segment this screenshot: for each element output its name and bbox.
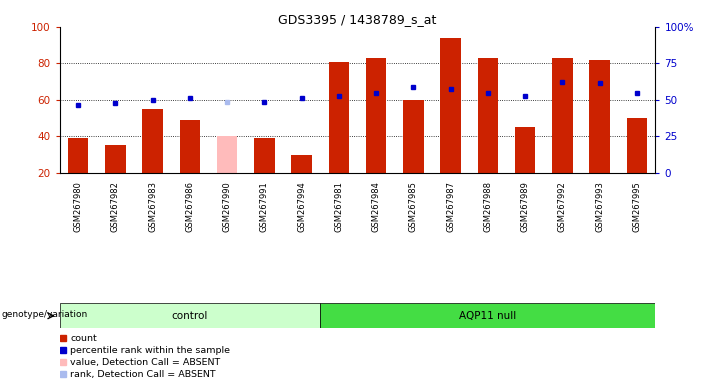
Title: GDS3395 / 1438789_s_at: GDS3395 / 1438789_s_at	[278, 13, 437, 26]
Text: rank, Detection Call = ABSENT: rank, Detection Call = ABSENT	[70, 370, 216, 379]
Text: GSM267983: GSM267983	[148, 181, 157, 232]
Text: count: count	[70, 334, 97, 343]
Bar	[105, 146, 125, 173]
Bar	[477, 58, 498, 173]
Text: genotype/variation: genotype/variation	[1, 310, 88, 319]
Text: GSM267993: GSM267993	[595, 181, 604, 232]
Bar	[440, 38, 461, 173]
Bar	[254, 138, 275, 173]
Text: GSM267981: GSM267981	[334, 181, 343, 232]
Bar	[179, 120, 200, 173]
Text: GSM267986: GSM267986	[186, 181, 194, 232]
Text: value, Detection Call = ABSENT: value, Detection Call = ABSENT	[70, 358, 220, 367]
Bar	[590, 60, 610, 173]
Text: GSM267989: GSM267989	[521, 181, 529, 232]
Text: GSM267988: GSM267988	[484, 181, 492, 232]
Text: GSM267982: GSM267982	[111, 181, 120, 232]
Bar	[515, 127, 536, 173]
Bar	[292, 154, 312, 173]
Bar	[68, 138, 88, 173]
Bar	[329, 61, 349, 173]
Text: percentile rank within the sample: percentile rank within the sample	[70, 346, 230, 355]
Text: AQP11 null: AQP11 null	[459, 311, 517, 321]
Text: GSM267984: GSM267984	[372, 181, 381, 232]
Text: GSM267991: GSM267991	[260, 181, 269, 232]
Text: GSM267987: GSM267987	[446, 181, 455, 232]
Text: GSM267992: GSM267992	[558, 181, 567, 232]
FancyBboxPatch shape	[320, 303, 655, 328]
Bar	[403, 100, 423, 173]
Bar	[217, 136, 238, 173]
Bar	[142, 109, 163, 173]
FancyBboxPatch shape	[60, 303, 320, 328]
Bar	[552, 58, 573, 173]
Text: GSM267980: GSM267980	[74, 181, 83, 232]
Bar	[366, 58, 386, 173]
Text: GSM267990: GSM267990	[223, 181, 231, 232]
Text: GSM267995: GSM267995	[632, 181, 641, 232]
Text: GSM267985: GSM267985	[409, 181, 418, 232]
Text: GSM267994: GSM267994	[297, 181, 306, 232]
Text: control: control	[172, 311, 208, 321]
Bar	[627, 118, 647, 173]
